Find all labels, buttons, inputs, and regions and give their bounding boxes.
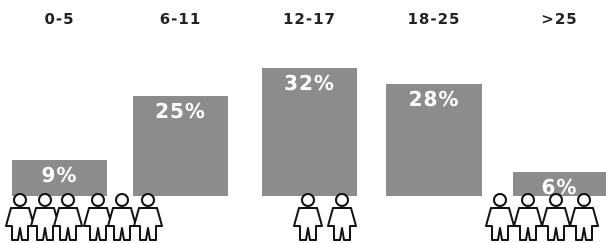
person-icon	[542, 194, 570, 240]
head	[142, 194, 154, 206]
person-icon	[134, 194, 162, 240]
head	[302, 194, 314, 206]
head	[336, 194, 348, 206]
head	[550, 194, 562, 206]
person-icon	[294, 194, 322, 240]
head	[522, 194, 534, 206]
body	[134, 208, 162, 240]
body	[6, 208, 34, 240]
body	[570, 208, 598, 240]
category-label: 0-5	[44, 10, 74, 28]
head	[62, 194, 74, 206]
chart: 0-59%6-1125%12-1732%18-2528%>256%	[0, 0, 606, 243]
head	[494, 194, 506, 206]
person-icon	[31, 194, 59, 240]
person-icon	[514, 194, 542, 240]
value-label: 9%	[42, 163, 78, 187]
person-icon	[108, 194, 136, 240]
head	[39, 194, 51, 206]
person-icon	[570, 194, 598, 240]
person-icon	[328, 194, 356, 240]
body	[542, 208, 570, 240]
person-icon	[486, 194, 514, 240]
head	[116, 194, 128, 206]
value-label: 32%	[284, 71, 335, 95]
person-icon	[54, 194, 82, 240]
value-label: 25%	[155, 99, 206, 123]
value-label: 28%	[409, 87, 460, 111]
body	[514, 208, 542, 240]
body	[294, 208, 322, 240]
person-icon	[6, 194, 34, 240]
head	[92, 194, 104, 206]
people-icons	[6, 194, 598, 240]
body	[486, 208, 514, 240]
head	[14, 194, 26, 206]
category-label: 6-11	[160, 10, 202, 28]
head	[578, 194, 590, 206]
body	[54, 208, 82, 240]
body	[108, 208, 136, 240]
body	[328, 208, 356, 240]
category-label: 18-25	[408, 10, 461, 28]
category-label: 12-17	[283, 10, 336, 28]
person-icon	[84, 194, 112, 240]
category-label: >25	[541, 10, 577, 28]
